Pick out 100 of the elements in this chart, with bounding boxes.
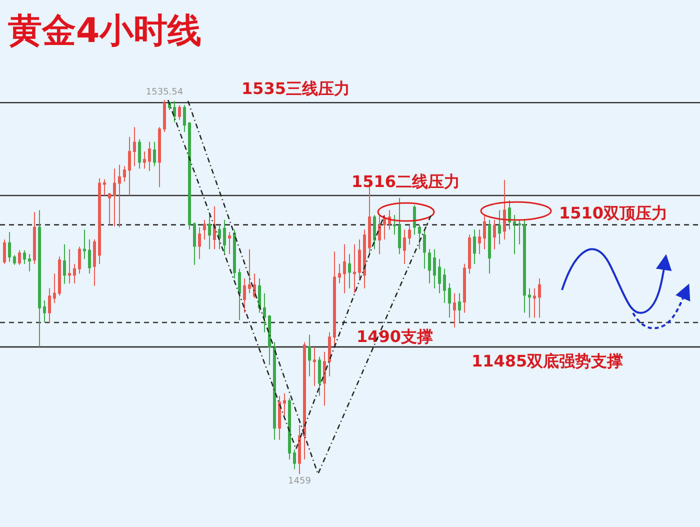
candlestick	[423, 229, 426, 270]
candlestick	[103, 178, 106, 196]
candlestick	[343, 244, 346, 294]
candlestick	[208, 214, 211, 250]
candlestick	[383, 214, 386, 240]
candlestick	[198, 226, 201, 260]
ref-line-label: 11485双底强势支撑	[472, 351, 624, 370]
candlestick	[468, 234, 471, 274]
annotation: 1459	[288, 476, 312, 486]
candlestick	[193, 222, 196, 266]
candlestick	[158, 126, 161, 188]
candlestick	[38, 210, 41, 348]
candlestick	[478, 229, 481, 255]
candlestick	[333, 251, 336, 348]
candlestick	[378, 214, 381, 255]
candlestick	[108, 192, 111, 226]
candlestick	[68, 248, 71, 284]
candlestick	[88, 238, 91, 274]
candlestick	[173, 100, 176, 123]
candlestick	[213, 206, 216, 250]
candlestick	[538, 278, 541, 318]
candlestick	[473, 229, 476, 264]
candlestick	[263, 292, 266, 333]
candlestick	[128, 136, 131, 196]
annotation: 1535.54	[146, 88, 184, 98]
candlestick	[308, 334, 311, 377]
candlestick	[203, 219, 206, 240]
candlestick	[438, 258, 441, 294]
candlestick	[433, 248, 436, 289]
candlestick	[278, 395, 281, 440]
candlestick	[518, 219, 521, 245]
candlestick	[508, 200, 511, 230]
candlestick	[408, 224, 411, 245]
candlestick	[163, 100, 166, 132]
candlestick	[123, 166, 126, 182]
candlestick	[83, 229, 86, 260]
candlestick	[428, 248, 431, 284]
candlestick	[258, 278, 261, 314]
candlestick	[353, 244, 356, 294]
candlestick	[338, 263, 341, 284]
candlestick	[3, 238, 6, 264]
candlestick	[273, 342, 276, 440]
candlestick	[463, 263, 466, 314]
candlestick	[118, 164, 121, 228]
candlestick	[218, 224, 221, 250]
candlestick	[393, 214, 396, 236]
candlestick	[513, 214, 516, 255]
candlestick	[248, 248, 251, 294]
ref-line-label: 1490支撑	[356, 327, 434, 346]
candlestick	[403, 229, 406, 264]
candlestick	[33, 212, 36, 264]
candlestick	[398, 197, 401, 255]
candlestick	[78, 246, 81, 274]
ref-line-label: 1510双顶压力	[559, 203, 668, 222]
candlestick	[318, 356, 321, 396]
candlestick	[313, 346, 316, 387]
candlestick	[23, 250, 26, 264]
candlestick	[288, 398, 291, 460]
candlestick	[493, 219, 496, 250]
candlestick	[48, 288, 51, 324]
candlestick	[113, 168, 116, 227]
candlestick	[443, 268, 446, 304]
candlestick	[268, 314, 271, 366]
candlestick	[183, 104, 186, 132]
candlestick	[323, 351, 326, 406]
candlestick	[358, 238, 361, 280]
candlestick	[488, 219, 491, 274]
candlestick	[348, 254, 351, 289]
candlestick	[178, 104, 181, 120]
candlestick	[503, 179, 506, 240]
candlestick	[373, 214, 376, 250]
candlestick	[18, 250, 21, 266]
candlestick	[328, 332, 331, 377]
candlestick	[63, 244, 66, 284]
candlestick	[8, 232, 11, 262]
candlestick	[13, 254, 16, 266]
candlestick	[98, 178, 101, 264]
candlestick	[43, 300, 46, 324]
candlestick	[298, 424, 301, 474]
candlestick	[243, 278, 246, 314]
candlestick	[53, 273, 56, 304]
candlestick	[418, 224, 421, 250]
candlestick	[363, 229, 366, 289]
ref-line-label: 1516二线压力	[352, 172, 460, 191]
candlestick	[303, 342, 306, 460]
candlestick	[28, 254, 31, 272]
candlestick	[533, 288, 536, 318]
candlestick	[458, 292, 461, 324]
ref-line-label: 1535三线压力	[242, 79, 350, 98]
candlestick	[233, 229, 236, 280]
candlestick	[253, 273, 256, 299]
candlestick	[73, 263, 76, 284]
candlestick	[283, 392, 286, 416]
candlestick	[58, 256, 61, 296]
candlestick	[228, 232, 231, 255]
candlestick	[138, 138, 141, 170]
candlestick	[223, 219, 226, 255]
candlestick	[453, 292, 456, 328]
candlestick	[148, 141, 151, 172]
chart-title: 黄金4小时线	[8, 10, 202, 53]
